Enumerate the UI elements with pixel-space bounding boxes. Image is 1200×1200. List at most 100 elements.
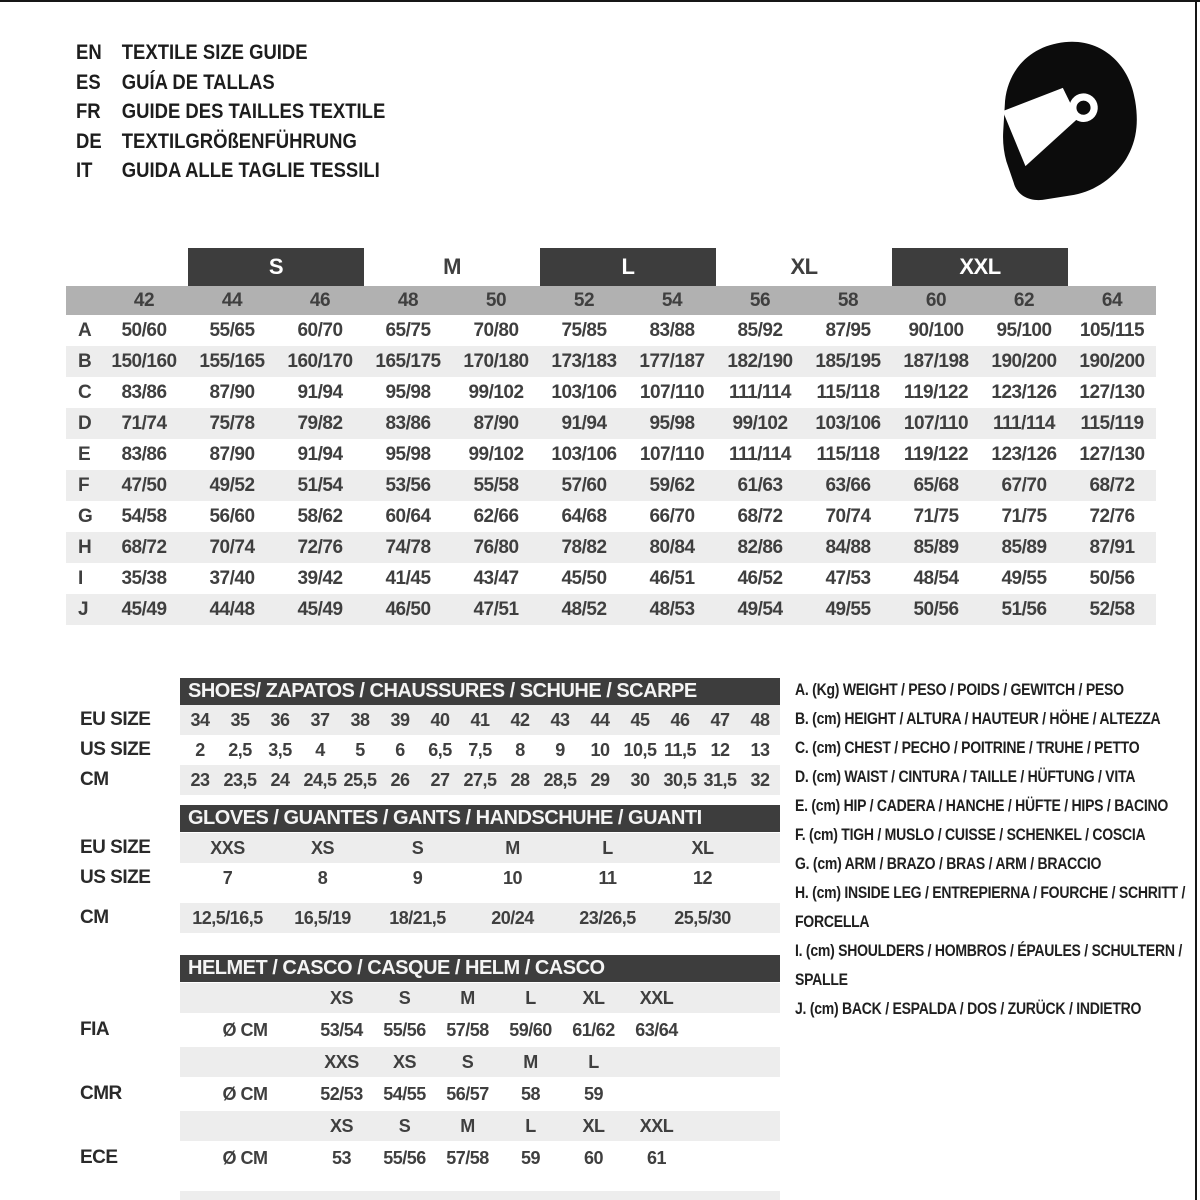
- size-value: 41/45: [385, 567, 431, 589]
- numeric-size: 64: [1101, 289, 1123, 311]
- cell-value: 37: [310, 709, 330, 730]
- section-row: ECE Ø CM 53 55/56 57/58 59 60 61: [0, 1143, 1200, 1173]
- cell-value: 28: [510, 769, 530, 790]
- size-value: 165/175: [375, 350, 441, 372]
- section-cells: 7 8 9 10 11 12: [180, 863, 780, 893]
- cell-value: XS: [329, 987, 354, 1008]
- section-row: CM 23 23,5 24 24,5 25,5 26 27 27,5 28 28,5 29 30 30,5…: [0, 765, 1200, 795]
- size-value: 107/110: [903, 412, 969, 434]
- cell-value: XL: [582, 987, 605, 1008]
- size-value: 103/106: [551, 443, 617, 465]
- size-value: 46/50: [385, 598, 431, 620]
- language-row: FR GUIDE DES TAILLES TEXTILE: [76, 97, 385, 127]
- cell-value: 47: [710, 709, 730, 730]
- cell-value: M: [523, 1051, 538, 1072]
- size-value: 50/56: [1089, 567, 1135, 589]
- cell-value: XS: [329, 1115, 354, 1136]
- legend-item: F. (cm) TIGH / MUSLO / CUISSE / SCHENKEL…: [795, 826, 1146, 844]
- numeric-size: 44: [221, 289, 243, 311]
- size-value: 95/98: [385, 381, 431, 403]
- numeric-size: 56: [749, 289, 771, 311]
- size-value: 80/84: [649, 536, 695, 558]
- numeric-size: 58: [837, 289, 859, 311]
- cell-value: S: [411, 837, 424, 858]
- cell-value: 25,5: [343, 769, 377, 790]
- section-label-fia: FIA: [80, 1019, 110, 1040]
- cell-value: 61: [646, 1147, 667, 1168]
- size-value: 127/130: [1079, 381, 1145, 403]
- measure-row: A 50/60 55/65 60/70 65/75 70/80 75/85 83/88 85/9…: [66, 315, 1156, 346]
- size-value: 150/160: [111, 350, 177, 372]
- size-value: 119/122: [903, 381, 969, 403]
- size-label-XXL: XXL: [892, 248, 1068, 286]
- cell-value: S: [398, 1115, 411, 1136]
- cell-value: 11: [598, 867, 617, 888]
- size-value: 49/55: [825, 598, 871, 620]
- measurement-rows: A 50/60 55/65 60/70 65/75 70/80 75/85 83/88 85/9…: [66, 315, 1156, 625]
- size-value: 82/86: [737, 536, 783, 558]
- section-cells: XS S M L XL XXL: [180, 1111, 780, 1141]
- gloves-title-bar: GLOVES / GUANTES / GANTS / HANDSCHUHE / …: [180, 805, 780, 832]
- cell-value: XS: [392, 1051, 417, 1072]
- cell-value: 54/55: [383, 1083, 426, 1104]
- cell-value: 5: [355, 739, 365, 760]
- size-value: 87/90: [473, 412, 519, 434]
- section-label-eu-size: EU SIZE: [80, 837, 151, 858]
- section-label-cm: CM: [80, 907, 109, 928]
- size-value: 65/68: [913, 474, 959, 496]
- size-value: 48/52: [561, 598, 607, 620]
- row-letter: I: [78, 567, 83, 589]
- measurement-legend: A. (Kg) WEIGHT / PESO / POIDS / GEWITCH …: [795, 676, 1195, 1024]
- size-value: 43/47: [473, 567, 519, 589]
- size-value: 50/60: [121, 319, 167, 341]
- cell-value: 57/58: [446, 1147, 489, 1168]
- size-value: 79/82: [297, 412, 343, 434]
- cell-value: 18/21,5: [389, 907, 446, 928]
- cell-value: 23: [190, 769, 210, 790]
- cell-value: 31,5: [703, 769, 737, 790]
- numeric-size: 52: [573, 289, 595, 311]
- size-value: 61/63: [737, 474, 783, 496]
- size-value: 46/52: [737, 567, 783, 589]
- cell-value: 12: [692, 867, 713, 888]
- size-value: 60/64: [385, 505, 431, 527]
- size-value: 68/72: [1089, 474, 1135, 496]
- size-value: 84/88: [825, 536, 871, 558]
- row-letter: E: [78, 443, 91, 465]
- size-value: 103/106: [815, 412, 881, 434]
- legend-item: C. (cm) CHEST / PECHO / POITRINE / TRUHE…: [795, 739, 1140, 757]
- size-value: 53/56: [385, 474, 431, 496]
- cell-value: 23/26,5: [579, 907, 636, 928]
- cell-value: XXL: [639, 1115, 674, 1136]
- header-spacer: [66, 248, 100, 286]
- cell-value: 9: [555, 739, 565, 760]
- section-label-ece: ECE: [80, 1147, 118, 1168]
- size-value: 45/50: [561, 567, 607, 589]
- section-cells: Ø CM 52/53 54/55 56/57 58 59: [180, 1079, 780, 1109]
- size-value: 83/86: [121, 443, 167, 465]
- size-label-XL: XL: [790, 254, 818, 279]
- language-title-list: EN TEXTILE SIZE GUIDE ES GUÍA DE TALLAS FR GU…: [76, 38, 385, 186]
- size-value: 71/74: [121, 412, 167, 434]
- cell-value: 28,5: [543, 769, 577, 790]
- cell-value: 8: [515, 739, 525, 760]
- cell-value: 8: [317, 867, 328, 888]
- size-value: 78/82: [561, 536, 607, 558]
- section-cells: 2 2,5 3,5 4 5 6 6,5 7,5 8 9 10 10,5 11,5 12 13: [180, 735, 780, 765]
- size-value: 51/54: [297, 474, 343, 496]
- size-value: 57/60: [561, 474, 607, 496]
- section-cells: XXS XS S M L XL: [180, 833, 780, 863]
- language-code: IT: [76, 159, 93, 182]
- size-value: 115/118: [816, 381, 880, 403]
- size-value: 123/126: [991, 443, 1057, 465]
- row-letter: J: [78, 598, 89, 620]
- cell-value: 59/60: [509, 1019, 552, 1040]
- cell-value: 42: [510, 709, 530, 730]
- cell-value: Ø CM: [222, 1147, 269, 1168]
- cell-value: XXS: [324, 1051, 359, 1072]
- cell-value: 10,5: [623, 739, 657, 760]
- size-value: 54/58: [121, 505, 167, 527]
- section-row: XS S M L XL XXL: [0, 1111, 1200, 1141]
- section-row: XS S M L XL XXL: [0, 983, 1200, 1013]
- size-value: 44/48: [209, 598, 255, 620]
